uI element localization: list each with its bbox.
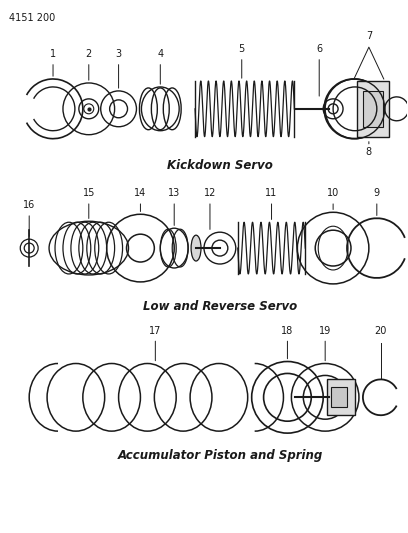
Text: 4: 4 — [157, 49, 163, 84]
Text: 17: 17 — [149, 326, 162, 361]
Text: 3: 3 — [115, 49, 122, 88]
Text: 14: 14 — [134, 188, 146, 212]
Text: 11: 11 — [266, 188, 278, 220]
Text: 8: 8 — [366, 142, 372, 157]
Text: 19: 19 — [319, 326, 331, 361]
Bar — [327, 379, 355, 415]
Text: 9: 9 — [374, 188, 380, 215]
Text: Kickdown Servo: Kickdown Servo — [167, 158, 273, 172]
Text: 2: 2 — [86, 49, 92, 80]
Text: 16: 16 — [23, 200, 35, 236]
Bar — [331, 387, 347, 407]
Text: 1: 1 — [50, 49, 56, 76]
Text: 7: 7 — [366, 31, 372, 41]
Text: Accumulator Piston and Spring: Accumulator Piston and Spring — [117, 449, 322, 462]
Text: 13: 13 — [168, 188, 180, 225]
Bar — [363, 91, 383, 127]
Bar — [357, 81, 389, 136]
Text: 6: 6 — [316, 44, 322, 96]
Text: 10: 10 — [327, 188, 339, 209]
Text: 15: 15 — [82, 188, 95, 219]
Ellipse shape — [191, 235, 201, 261]
Text: 20: 20 — [375, 326, 387, 336]
Text: 12: 12 — [204, 188, 216, 229]
Text: 4151 200: 4151 200 — [9, 13, 55, 23]
Text: 18: 18 — [281, 326, 293, 359]
Text: Low and Reverse Servo: Low and Reverse Servo — [143, 300, 297, 313]
Text: 5: 5 — [239, 44, 245, 78]
